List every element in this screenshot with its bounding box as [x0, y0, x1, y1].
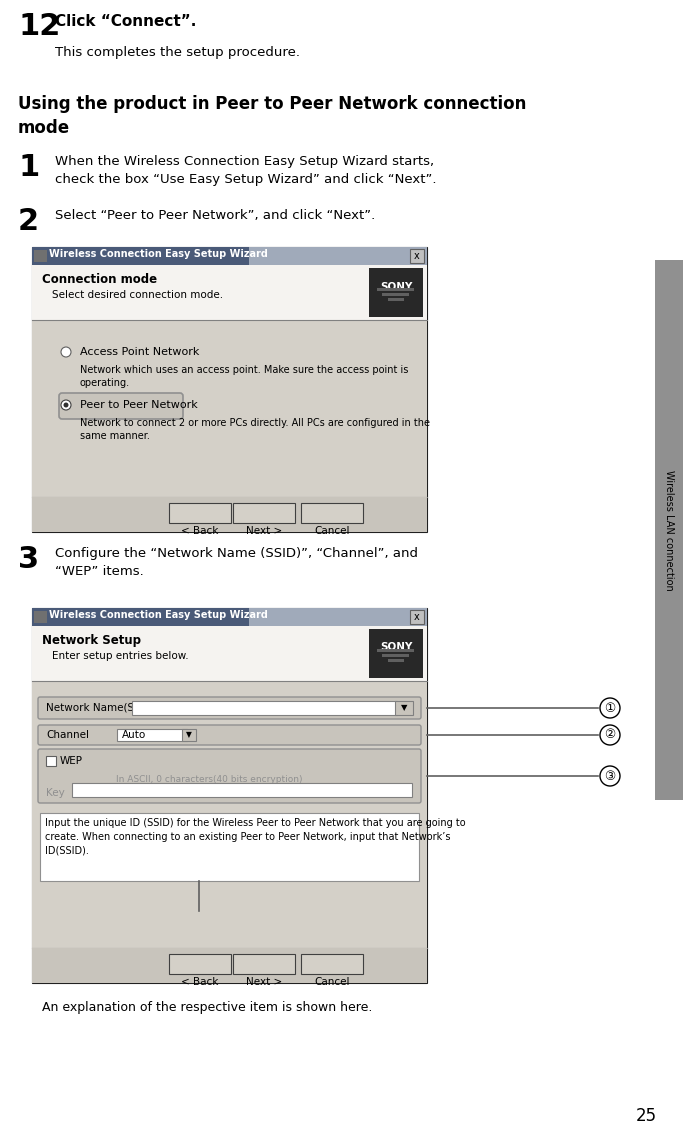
Text: ①: ① — [604, 702, 615, 714]
Circle shape — [600, 698, 620, 718]
Bar — [395, 700, 413, 715]
Bar — [655, 260, 683, 800]
Circle shape — [600, 767, 620, 786]
Text: ②: ② — [604, 729, 615, 741]
Bar — [32, 948, 427, 983]
Bar — [377, 287, 414, 290]
Text: Key: Key — [46, 788, 64, 798]
Bar — [182, 729, 196, 741]
Text: Next >: Next > — [246, 526, 282, 536]
Bar — [249, 608, 427, 626]
Bar — [46, 756, 56, 767]
Text: Configure the “Network Name (SSID)”, “Channel”, and
“WEP” items.: Configure the “Network Name (SSID)”, “Ch… — [55, 547, 418, 577]
Bar — [249, 247, 427, 265]
Text: 2: 2 — [18, 207, 39, 236]
Text: x: x — [414, 612, 420, 622]
Text: Network to connect 2 or more PCs directly. All PCs are configured in the
same ma: Network to connect 2 or more PCs directl… — [80, 418, 430, 441]
FancyBboxPatch shape — [38, 697, 421, 719]
Bar — [32, 681, 427, 948]
Text: This completes the setup procedure.: This completes the setup procedure. — [55, 46, 300, 59]
FancyBboxPatch shape — [169, 503, 231, 523]
Text: < Back: < Back — [181, 977, 219, 988]
Text: 1: 1 — [18, 153, 39, 182]
Text: Network Setup: Network Setup — [42, 634, 141, 647]
Bar — [388, 297, 404, 301]
FancyBboxPatch shape — [233, 954, 295, 974]
Text: 3: 3 — [18, 544, 39, 574]
Text: Peer to Peer Network: Peer to Peer Network — [80, 400, 198, 410]
Circle shape — [600, 726, 620, 745]
FancyBboxPatch shape — [59, 393, 183, 419]
Text: Connection mode: Connection mode — [42, 273, 157, 286]
Text: In ASCII, 0 characters(40 bits encryption): In ASCII, 0 characters(40 bits encryptio… — [116, 775, 303, 784]
Bar — [382, 654, 409, 656]
Text: Enter setup entries below.: Enter setup entries below. — [52, 652, 189, 661]
Text: Access Point Network: Access Point Network — [80, 347, 200, 357]
Bar — [117, 729, 187, 741]
Text: Using the product in Peer to Peer Network connection
mode: Using the product in Peer to Peer Networ… — [18, 95, 526, 137]
FancyBboxPatch shape — [233, 503, 295, 523]
Bar — [34, 611, 47, 623]
Text: ▼: ▼ — [186, 730, 192, 739]
FancyBboxPatch shape — [169, 954, 231, 974]
Bar — [410, 611, 424, 624]
Circle shape — [64, 402, 69, 408]
Bar — [382, 293, 409, 295]
Bar — [32, 497, 427, 532]
Bar — [388, 658, 404, 662]
Text: 12: 12 — [18, 13, 60, 41]
Text: Select desired connection mode.: Select desired connection mode. — [52, 290, 223, 300]
Text: Input the unique ID (SSID) for the Wireless Peer to Peer Network that you are go: Input the unique ID (SSID) for the Wirel… — [45, 818, 466, 855]
Bar — [32, 247, 249, 265]
Circle shape — [61, 347, 71, 357]
Text: An explanation of the respective item is shown here.: An explanation of the respective item is… — [42, 1001, 372, 1014]
Bar — [34, 249, 47, 262]
Text: Network Name(SSID): Network Name(SSID) — [46, 703, 156, 713]
Bar — [32, 608, 249, 626]
Bar — [40, 813, 419, 880]
Bar — [132, 700, 397, 715]
Bar — [369, 268, 423, 317]
Text: Wireless LAN connection: Wireless LAN connection — [664, 469, 674, 590]
Text: WEP: WEP — [60, 756, 83, 767]
FancyBboxPatch shape — [38, 726, 421, 745]
Text: < Back: < Back — [181, 526, 219, 536]
Text: SONY: SONY — [380, 281, 412, 292]
Text: ③: ③ — [604, 770, 615, 782]
Text: Channel: Channel — [46, 730, 89, 740]
Text: Cancel: Cancel — [314, 526, 350, 536]
Bar — [377, 648, 414, 652]
Circle shape — [61, 400, 71, 410]
Bar — [410, 249, 424, 263]
Text: Cancel: Cancel — [314, 977, 350, 988]
Bar — [32, 247, 427, 532]
Text: Wireless Connection Easy Setup Wizard: Wireless Connection Easy Setup Wizard — [49, 249, 268, 259]
Text: ▼: ▼ — [401, 704, 407, 713]
Bar — [32, 608, 427, 983]
FancyBboxPatch shape — [38, 749, 421, 803]
Text: SONY: SONY — [380, 642, 412, 653]
Text: x: x — [414, 251, 420, 261]
Text: Next >: Next > — [246, 977, 282, 988]
FancyBboxPatch shape — [301, 954, 363, 974]
Bar — [32, 320, 427, 497]
FancyBboxPatch shape — [301, 503, 363, 523]
Bar — [32, 626, 427, 681]
Text: Wireless Connection Easy Setup Wizard: Wireless Connection Easy Setup Wizard — [49, 611, 268, 620]
Text: Auto: Auto — [122, 730, 146, 740]
Text: Click “Connect”.: Click “Connect”. — [55, 14, 196, 28]
Bar — [32, 265, 427, 320]
Text: Select “Peer to Peer Network”, and click “Next”.: Select “Peer to Peer Network”, and click… — [55, 208, 375, 222]
Bar — [369, 629, 423, 678]
Bar — [72, 782, 412, 797]
Text: 25: 25 — [635, 1107, 657, 1125]
Text: Network which uses an access point. Make sure the access point is
operating.: Network which uses an access point. Make… — [80, 364, 408, 388]
Text: When the Wireless Connection Easy Setup Wizard starts,
check the box “Use Easy S: When the Wireless Connection Easy Setup … — [55, 155, 436, 186]
